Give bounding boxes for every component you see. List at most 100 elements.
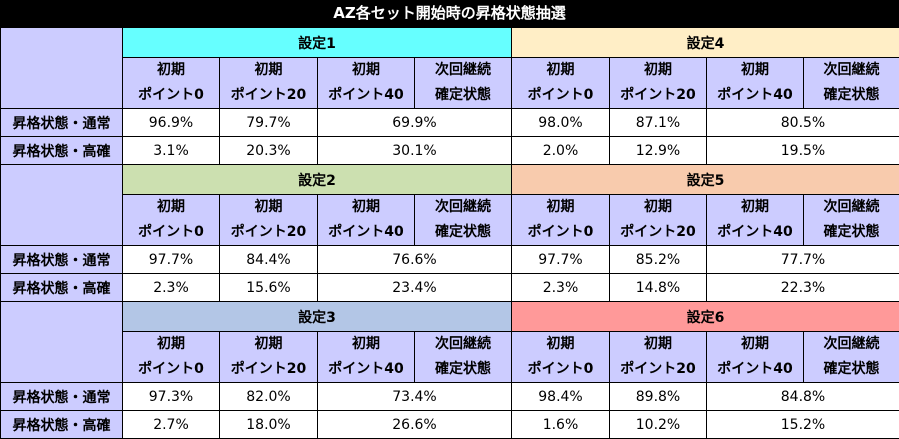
setting-header: 設定5 <box>512 165 899 195</box>
column-header: 次回継続確定状態 <box>415 332 512 383</box>
column-header-line2: ポイント0 <box>123 83 219 108</box>
value-cell: 76.6% <box>318 246 512 274</box>
column-header: 次回継続確定状態 <box>415 58 512 109</box>
column-header-line2: ポイント20 <box>220 220 317 245</box>
table-title: AZ各セット開始時の昇格状態抽選 <box>0 0 899 27</box>
value-cell: 96.9% <box>123 109 220 137</box>
column-header: 初期ポイント20 <box>610 58 707 109</box>
corner-cell <box>1 165 123 246</box>
column-header-line1: 初期 <box>707 332 803 357</box>
column-header: 初期ポイント40 <box>707 332 804 383</box>
value-cell: 2.3% <box>123 274 220 302</box>
column-header: 初期ポイント40 <box>318 58 415 109</box>
value-cell: 30.1% <box>318 137 512 165</box>
value-cell: 23.4% <box>318 274 512 302</box>
column-header: 初期ポイント40 <box>318 195 415 246</box>
value-cell: 22.3% <box>707 274 899 302</box>
column-header-line2: ポイント0 <box>123 357 219 382</box>
column-header-line1: 初期 <box>610 332 706 357</box>
column-header-line2: 確定状態 <box>415 220 511 245</box>
value-cell: 89.8% <box>610 383 707 411</box>
value-cell: 77.7% <box>707 246 899 274</box>
value-cell: 19.5% <box>707 137 899 165</box>
value-cell: 2.0% <box>512 137 610 165</box>
value-cell: 84.8% <box>707 383 899 411</box>
column-header-line2: ポイント40 <box>318 220 414 245</box>
value-cell: 2.7% <box>123 411 220 439</box>
column-header-line1: 初期 <box>220 195 317 220</box>
column-header-line2: ポイント20 <box>220 83 317 108</box>
corner-cell <box>1 302 123 383</box>
value-cell: 10.2% <box>610 411 707 439</box>
column-header: 初期ポイント20 <box>610 195 707 246</box>
column-header-line2: ポイント0 <box>512 357 609 382</box>
column-header: 初期ポイント20 <box>220 195 318 246</box>
column-header-line2: ポイント40 <box>318 357 414 382</box>
column-header-line2: 確定状態 <box>804 220 899 245</box>
row-label-high: 昇格状態・高確 <box>1 274 123 302</box>
column-header: 初期ポイント0 <box>123 195 220 246</box>
setting-header: 設定1 <box>123 28 512 58</box>
value-cell: 20.3% <box>220 137 318 165</box>
column-header-line2: ポイント40 <box>318 83 414 108</box>
column-header-line1: 次回継続 <box>415 332 511 357</box>
column-header: 初期ポイント0 <box>123 58 220 109</box>
column-header-line1: 初期 <box>610 58 706 83</box>
column-header-line1: 初期 <box>512 58 609 83</box>
value-cell: 12.9% <box>610 137 707 165</box>
value-cell: 3.1% <box>123 137 220 165</box>
value-cell: 73.4% <box>318 383 512 411</box>
column-header: 次回継続確定状態 <box>804 332 899 383</box>
column-header: 次回継続確定状態 <box>804 195 899 246</box>
value-cell: 97.7% <box>123 246 220 274</box>
column-header: 初期ポイント0 <box>512 332 610 383</box>
setting-header: 設定4 <box>512 28 899 58</box>
column-header: 初期ポイント20 <box>610 332 707 383</box>
column-header-line2: ポイント20 <box>220 357 317 382</box>
column-header-line1: 次回継続 <box>415 195 511 220</box>
column-header-line1: 初期 <box>318 58 414 83</box>
column-header-line2: ポイント40 <box>707 83 803 108</box>
column-header-line1: 初期 <box>707 195 803 220</box>
value-cell: 69.9% <box>318 109 512 137</box>
column-header-line1: 初期 <box>610 195 706 220</box>
column-header: 初期ポイント40 <box>707 58 804 109</box>
column-header-line2: ポイント0 <box>123 220 219 245</box>
column-header-line1: 次回継続 <box>804 332 899 357</box>
column-header-line1: 初期 <box>512 195 609 220</box>
column-header: 初期ポイント20 <box>220 332 318 383</box>
column-header-line2: ポイント40 <box>707 357 803 382</box>
column-header: 初期ポイント40 <box>707 195 804 246</box>
row-label-high: 昇格状態・高確 <box>1 411 123 439</box>
value-cell: 15.2% <box>707 411 899 439</box>
value-cell: 82.0% <box>220 383 318 411</box>
value-cell: 14.8% <box>610 274 707 302</box>
corner-cell <box>1 28 123 109</box>
column-header: 次回継続確定状態 <box>415 195 512 246</box>
column-header-line2: ポイント0 <box>512 220 609 245</box>
column-header-line1: 初期 <box>318 332 414 357</box>
column-header-line2: 確定状態 <box>804 357 899 382</box>
column-header-line2: ポイント0 <box>512 83 609 108</box>
column-header: 初期ポイント0 <box>123 332 220 383</box>
value-cell: 97.3% <box>123 383 220 411</box>
row-label-high: 昇格状態・高確 <box>1 137 123 165</box>
column-header-line1: 初期 <box>220 332 317 357</box>
setting-header: 設定2 <box>123 165 512 195</box>
column-header-line2: 確定状態 <box>415 357 511 382</box>
value-cell: 18.0% <box>220 411 318 439</box>
column-header-line1: 初期 <box>512 332 609 357</box>
column-header-line1: 初期 <box>123 332 219 357</box>
column-header: 初期ポイント0 <box>512 58 610 109</box>
column-header-line1: 次回継続 <box>804 58 899 83</box>
value-cell: 26.6% <box>318 411 512 439</box>
column-header-line1: 初期 <box>707 58 803 83</box>
column-header-line2: 確定状態 <box>415 83 511 108</box>
